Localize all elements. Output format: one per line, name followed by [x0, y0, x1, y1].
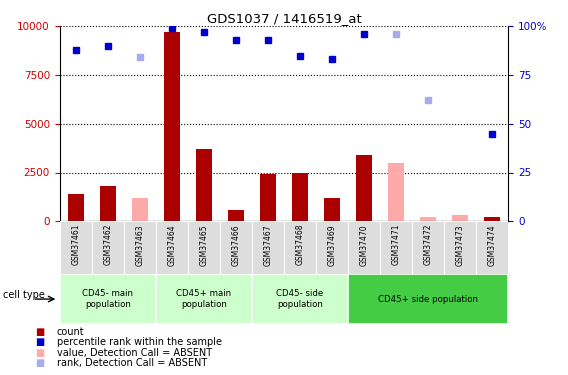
Text: GSM37471: GSM37471: [392, 224, 400, 266]
Text: GSM37465: GSM37465: [199, 224, 208, 266]
Bar: [348, 221, 380, 274]
Text: count: count: [57, 327, 85, 337]
Text: CD45+ main
population: CD45+ main population: [176, 290, 231, 309]
Bar: [485, 217, 500, 221]
Text: GSM37461: GSM37461: [71, 224, 80, 266]
Bar: [252, 221, 284, 274]
Text: GSM37473: GSM37473: [456, 224, 465, 266]
Bar: [60, 221, 91, 274]
Text: value, Detection Call = ABSENT: value, Detection Call = ABSENT: [57, 348, 212, 358]
Text: GSM37470: GSM37470: [360, 224, 369, 266]
Bar: [477, 221, 508, 274]
Text: GSM37468: GSM37468: [295, 224, 304, 266]
Bar: [188, 221, 220, 274]
Text: ■: ■: [35, 358, 44, 368]
Bar: [452, 215, 468, 221]
Title: GDS1037 / 1416519_at: GDS1037 / 1416519_at: [207, 12, 361, 25]
Text: GSM37466: GSM37466: [231, 224, 240, 266]
Text: GSM37463: GSM37463: [135, 224, 144, 266]
Text: rank, Detection Call = ABSENT: rank, Detection Call = ABSENT: [57, 358, 207, 368]
Text: CD45- main
population: CD45- main population: [82, 290, 133, 309]
Bar: [348, 274, 508, 324]
Bar: [60, 274, 156, 324]
Bar: [444, 221, 477, 274]
Bar: [68, 194, 83, 221]
Bar: [388, 163, 404, 221]
Bar: [356, 155, 372, 221]
Bar: [260, 174, 276, 221]
Text: ■: ■: [35, 327, 44, 337]
Bar: [100, 186, 116, 221]
Text: ■: ■: [35, 338, 44, 347]
Bar: [292, 172, 308, 221]
Text: GSM37474: GSM37474: [488, 224, 497, 266]
Bar: [196, 149, 212, 221]
Bar: [156, 221, 188, 274]
Bar: [420, 217, 436, 221]
Text: GSM37464: GSM37464: [168, 224, 176, 266]
Text: GSM37462: GSM37462: [103, 224, 112, 266]
Bar: [91, 221, 124, 274]
Bar: [252, 274, 348, 324]
Bar: [156, 274, 252, 324]
Bar: [316, 221, 348, 274]
Text: GSM37469: GSM37469: [328, 224, 337, 266]
Text: cell type: cell type: [3, 290, 45, 300]
Bar: [228, 210, 244, 221]
Bar: [220, 221, 252, 274]
Bar: [412, 221, 444, 274]
Bar: [324, 198, 340, 221]
Text: GSM37472: GSM37472: [424, 224, 433, 266]
Bar: [132, 198, 148, 221]
Bar: [284, 221, 316, 274]
Text: CD45+ side population: CD45+ side population: [378, 295, 478, 304]
Text: ■: ■: [35, 348, 44, 358]
Bar: [380, 221, 412, 274]
Text: GSM37467: GSM37467: [264, 224, 273, 266]
Text: CD45- side
population: CD45- side population: [277, 290, 324, 309]
Bar: [124, 221, 156, 274]
Bar: [164, 32, 180, 221]
Text: percentile rank within the sample: percentile rank within the sample: [57, 338, 222, 347]
